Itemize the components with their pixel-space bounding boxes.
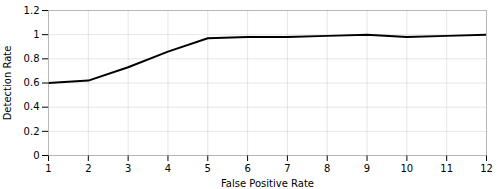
svg-text:0.6: 0.6: [24, 77, 40, 88]
svg-text:9: 9: [364, 163, 370, 174]
svg-text:8: 8: [324, 163, 330, 174]
svg-text:False Positive Rate: False Positive Rate: [221, 178, 314, 189]
svg-text:Detection Rate: Detection Rate: [2, 46, 13, 121]
svg-text:10: 10: [400, 163, 413, 174]
svg-text:0: 0: [33, 150, 39, 161]
svg-text:0.4: 0.4: [24, 101, 40, 112]
svg-text:1.2: 1.2: [24, 5, 40, 16]
svg-text:2: 2: [85, 163, 91, 174]
svg-text:7: 7: [284, 163, 290, 174]
svg-text:4: 4: [165, 163, 171, 174]
svg-text:1: 1: [45, 163, 51, 174]
svg-text:12: 12: [480, 163, 493, 174]
svg-text:3: 3: [125, 163, 131, 174]
svg-text:1: 1: [33, 29, 39, 40]
svg-text:0.8: 0.8: [24, 53, 40, 64]
svg-text:11: 11: [440, 163, 453, 174]
svg-text:5: 5: [205, 163, 211, 174]
svg-text:6: 6: [244, 163, 250, 174]
svg-text:0.2: 0.2: [24, 126, 40, 137]
